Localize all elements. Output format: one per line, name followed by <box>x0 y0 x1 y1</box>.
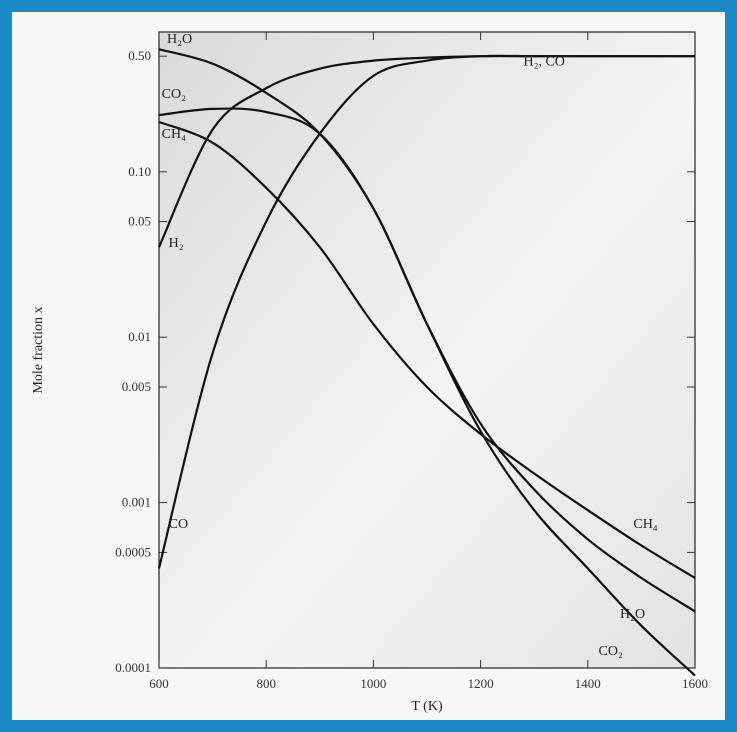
x-tick-label: 1200 <box>468 676 494 691</box>
curve-label: CO <box>169 517 188 532</box>
series-line-ch4 <box>158 120 696 579</box>
y-tick-label: 0.005 <box>122 379 151 394</box>
figure-frame: 600 800 1000 1200 1400 1600 0.0001 0.0005 0.001 0… <box>12 12 725 720</box>
y-tick-label: 0.05 <box>128 214 151 229</box>
y-axis-label: Mole fraction x <box>31 306 46 393</box>
tick-labels: 600 800 1000 1200 1400 1600 0.0001 0.0005 0.001 0… <box>115 48 708 691</box>
x-tick-label: 600 <box>149 676 169 691</box>
x-tick-label: 1000 <box>360 676 386 691</box>
chart: 600 800 1000 1200 1400 1600 0.0001 0.0005 0.001 0… <box>31 31 708 714</box>
x-tick-label: 1400 <box>575 676 601 691</box>
curve-label: H₂, CO <box>523 54 564 69</box>
series-lines <box>157 48 696 677</box>
series-line-co2 <box>158 107 696 677</box>
plot-area <box>158 31 696 669</box>
x-tick-label: 1600 <box>682 676 708 691</box>
y-tick-label: 0.0001 <box>115 660 151 675</box>
x-tick-label: 800 <box>256 676 276 691</box>
curve-label: CO₂ <box>162 87 186 102</box>
curve-label: CO₂ <box>599 644 623 659</box>
y-tick-label: 0.001 <box>122 495 151 510</box>
curve-label: H₂O <box>620 607 645 622</box>
x-axis-label: T (K) <box>411 699 443 714</box>
y-tick-label: 0.0005 <box>115 544 151 559</box>
y-tick-label: 0.50 <box>128 48 151 63</box>
curve-label: H₂O <box>167 32 192 47</box>
axis-ticks <box>158 32 696 669</box>
series-line-co <box>157 54 695 569</box>
y-tick-label: 0.10 <box>128 164 151 179</box>
curve-label: CH₄ <box>162 127 186 142</box>
y-tick-label: 0.01 <box>128 329 151 344</box>
curve-label: H₂ <box>169 236 184 251</box>
curve-labels: H₂O CO₂ CH₄ H₂ CO H₂, CO CH₄ H₂O CO₂ <box>162 32 658 659</box>
plot-frame <box>158 31 696 669</box>
curve-label: CH₄ <box>633 517 657 532</box>
